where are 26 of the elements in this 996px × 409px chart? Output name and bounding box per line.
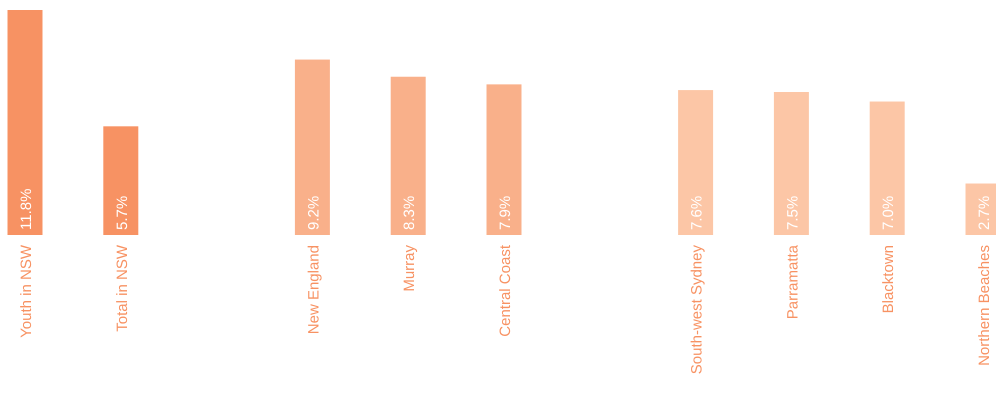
x-tick-label: Youth in NSW [18, 244, 35, 338]
data-label: 5.7% [114, 196, 131, 230]
bar [103, 126, 138, 235]
data-label: 2.7% [976, 196, 993, 230]
bar [390, 76, 426, 235]
x-tick-label: South-west Sydney [688, 244, 706, 374]
bar [774, 92, 809, 235]
x-tick-label: Central Coast [497, 244, 514, 337]
x-tick-label: New England [305, 245, 322, 334]
x-tick-label: Northern Beaches [976, 245, 993, 366]
data-label: 9.2% [305, 196, 322, 230]
bar [294, 60, 330, 235]
data-label: 7.5% [784, 196, 802, 230]
bar [678, 90, 714, 235]
data-label: 7.0% [880, 196, 898, 230]
bar [486, 84, 522, 235]
x-tick-label: Total in NSW [114, 244, 131, 332]
data-label: 7.9% [497, 196, 514, 230]
bar [8, 10, 42, 235]
data-label: 8.3% [401, 196, 418, 230]
x-tick-label: Parramatta [784, 244, 802, 320]
x-tick-label: Blacktown [880, 245, 898, 314]
data-label: 11.8% [18, 188, 35, 230]
data-label: 7.6% [688, 196, 706, 230]
x-tick-label: Murray [401, 244, 418, 292]
bar [870, 102, 905, 235]
